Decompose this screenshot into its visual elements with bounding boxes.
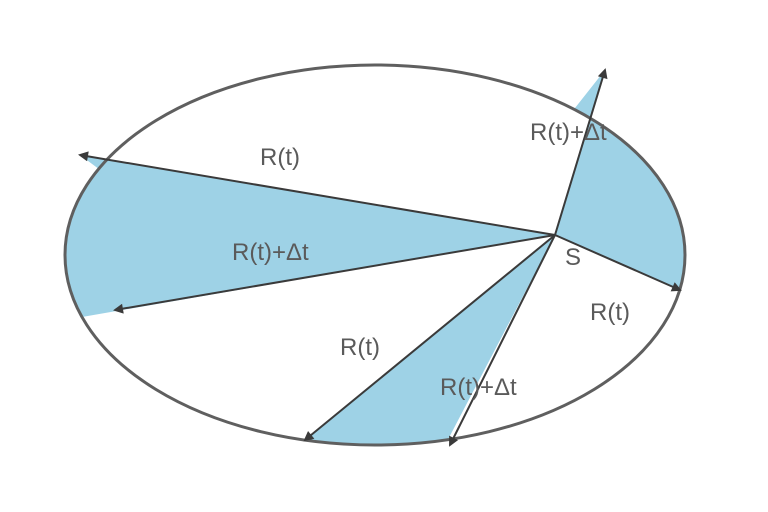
label-rt-dt-1: R(t)+Δt (440, 374, 517, 401)
label-rt-dt-2: R(t) (590, 299, 630, 326)
label-rt-dt-0: R(t)+Δt (232, 239, 309, 266)
swept-area-0 (65, 155, 555, 317)
focus-label: S (565, 244, 581, 271)
label-rt-1: R(t) (340, 334, 380, 361)
label-rt-2: R(t)+Δt (530, 119, 607, 146)
label-rt-0: R(t) (260, 144, 300, 171)
